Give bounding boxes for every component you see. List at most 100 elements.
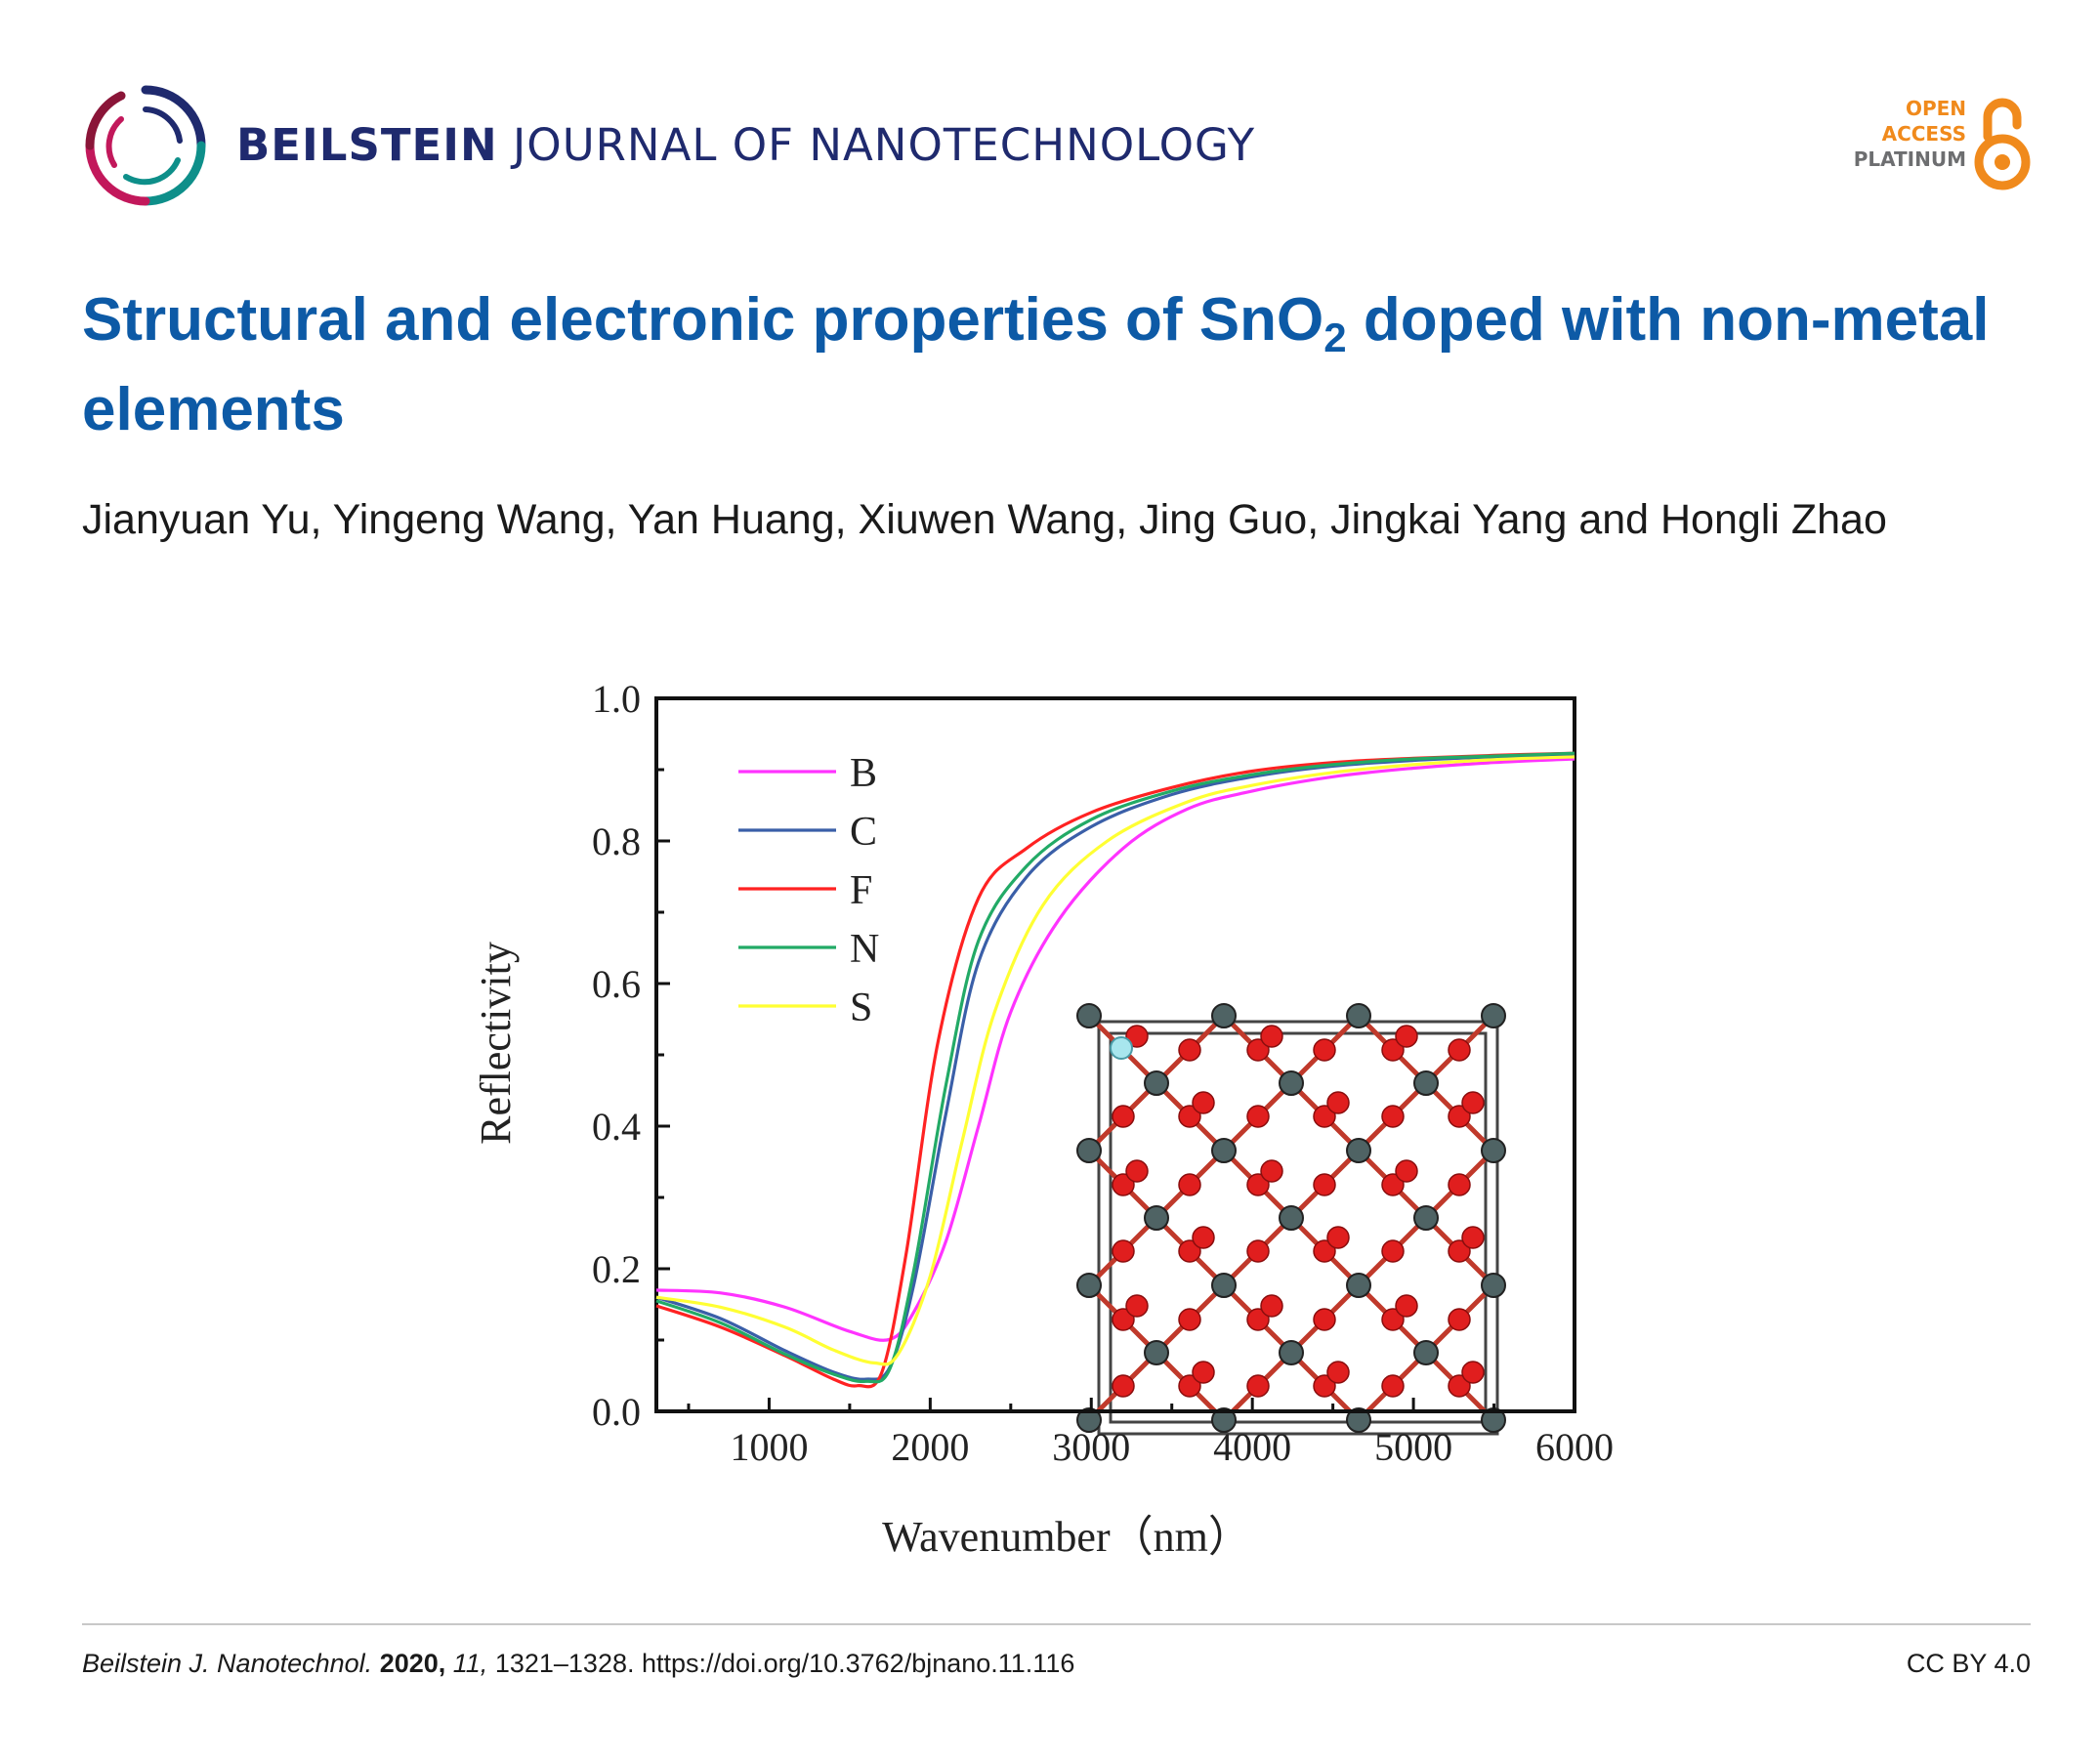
oxygen-atom: [1178, 1038, 1201, 1062]
oxygen-atom: [1448, 1239, 1471, 1263]
dopant-atom: [1110, 1036, 1133, 1060]
oxygen-atom: [1448, 1374, 1471, 1398]
tin-atom: [1413, 1340, 1439, 1365]
tin-atom: [1211, 1273, 1237, 1298]
unit-cell-frame: [1109, 1031, 1488, 1424]
chart-axes: 0.0 0.2 0.4 0.6 0.8 1.0 1000 2000 3000 4000 5000 60…: [592, 677, 1614, 1469]
crystal-structure-inset: [1076, 1003, 1506, 1436]
oa-line-access: ACCESS: [1881, 122, 1966, 146]
oxygen-atom: [1112, 1173, 1135, 1196]
y-tick-label: 0.6: [592, 962, 641, 1006]
tin-atom: [1413, 1070, 1439, 1096]
series-line-n: [655, 751, 1575, 1384]
oa-line-platinum: PLATINUM: [1853, 147, 1966, 171]
oxygen-atom: [1461, 1361, 1485, 1384]
unit-cell-frame: [1097, 1020, 1499, 1436]
doi-link[interactable]: https://doi.org/10.3762/bjnano.11.116: [642, 1649, 1075, 1678]
legend-label-f: F: [850, 868, 872, 913]
oxygen-atom: [1178, 1239, 1201, 1263]
citation: Beilstein J. Nanotechnol. 2020, 11, 1321…: [82, 1649, 1074, 1678]
oxygen-atom: [1246, 1308, 1270, 1331]
oxygen-atom: [1461, 1091, 1485, 1114]
oxygen-atom: [1246, 1239, 1270, 1263]
series-line-f: [655, 751, 1575, 1389]
legend-label-b: B: [850, 751, 877, 796]
oxygen-atom: [1112, 1308, 1135, 1331]
x-tick-label: 1000: [730, 1425, 808, 1469]
y-tick-label: 0.2: [592, 1247, 641, 1291]
tin-atom: [1279, 1340, 1304, 1365]
title-part-2: doped with non-metal elements: [82, 286, 1990, 443]
oxygen-atom: [1448, 1105, 1471, 1128]
oxygen-atom: [1461, 1226, 1485, 1249]
legend-label-c: C: [850, 810, 877, 855]
tin-atom: [1076, 1273, 1102, 1298]
x-tick-label: 3000: [1052, 1425, 1130, 1469]
oxygen-atom: [1313, 1038, 1336, 1062]
tin-atom: [1413, 1205, 1439, 1231]
oxygen-atom: [1246, 1105, 1270, 1128]
open-access-text: OPEN ACCESS PLATINUM: [1854, 96, 1966, 172]
journal-abbrev: Beilstein J. Nanotechnol.: [82, 1649, 373, 1678]
journal-name-rest: JOURNAL OF NANOTECHNOLOGY: [513, 119, 1256, 171]
title-part-1: Structural and electronic properties of …: [82, 286, 1324, 354]
oxygen-atom: [1326, 1226, 1350, 1249]
tin-atom: [1211, 1003, 1237, 1028]
oxygen-atom: [1448, 1038, 1471, 1062]
journal-name-bold: BEILSTEIN: [236, 119, 498, 171]
oxygen-atom: [1260, 1025, 1283, 1048]
tin-atom: [1346, 1407, 1371, 1433]
tin-atom: [1144, 1340, 1169, 1365]
tin-atom: [1144, 1205, 1169, 1231]
tin-atom: [1076, 1003, 1102, 1028]
oxygen-atom: [1246, 1038, 1270, 1062]
oxygen-atom: [1313, 1173, 1336, 1196]
article-authors: Jianyuan Yu, Yingeng Wang, Yan Huang, Xi…: [82, 496, 1887, 543]
tin-atom: [1211, 1138, 1237, 1163]
journal-name: BEILSTEIN JOURNAL OF NANOTECHNOLOGY: [236, 119, 1255, 171]
open-access-lock-icon: [1974, 98, 2031, 190]
oxygen-atom: [1125, 1159, 1149, 1183]
y-tick-label: 0.4: [592, 1105, 641, 1149]
series-line-b: [655, 757, 1575, 1342]
oxygen-atom: [1381, 1239, 1405, 1263]
oxygen-atom: [1313, 1105, 1336, 1128]
tin-atom: [1481, 1003, 1506, 1028]
oxygen-atom: [1395, 1294, 1418, 1318]
oxygen-atom: [1326, 1091, 1350, 1114]
oxygen-atom: [1112, 1239, 1135, 1263]
citation-volume: 11,: [452, 1649, 488, 1678]
oxygen-atom: [1192, 1361, 1215, 1384]
oxygen-atom: [1381, 1038, 1405, 1062]
oxygen-atom: [1326, 1361, 1350, 1384]
tin-atom: [1279, 1205, 1304, 1231]
legend-label-n: N: [850, 927, 879, 972]
oxygen-atom: [1381, 1173, 1405, 1196]
oxygen-atom: [1125, 1025, 1149, 1048]
oxygen-atom: [1125, 1294, 1149, 1318]
oxygen-atom: [1260, 1159, 1283, 1183]
y-tick-label: 1.0: [592, 677, 641, 721]
oxygen-atom: [1178, 1308, 1201, 1331]
chart-series: [655, 751, 1575, 1389]
oxygen-atom: [1313, 1239, 1336, 1263]
oxygen-atom: [1112, 1105, 1135, 1128]
tin-atom: [1346, 1003, 1371, 1028]
oxygen-atom: [1381, 1308, 1405, 1331]
citation-year: 2020,: [379, 1649, 446, 1678]
oxygen-atom: [1395, 1159, 1418, 1183]
x-tick-label: 4000: [1213, 1425, 1291, 1469]
footer-divider: [82, 1623, 2031, 1625]
reflectivity-chart: 0.0 0.2 0.4 0.6 0.8 1.0 1000 2000 3000 4000 5000 60…: [472, 677, 1614, 1561]
tin-atom: [1346, 1138, 1371, 1163]
oxygen-atom: [1246, 1173, 1270, 1196]
tin-atom: [1076, 1407, 1102, 1433]
oxygen-atom: [1246, 1374, 1270, 1398]
oxygen-atom: [1192, 1091, 1215, 1114]
x-tick-label: 5000: [1374, 1425, 1452, 1469]
oxygen-atom: [1178, 1173, 1201, 1196]
graphical-abstract-figure: 0.0 0.2 0.4 0.6 0.8 1.0 1000 2000 3000 4000 5000 60…: [469, 664, 1680, 1582]
y-axis-label: Reflectivity: [472, 942, 520, 1145]
citation-pages: 1321–1328.: [494, 1649, 635, 1678]
